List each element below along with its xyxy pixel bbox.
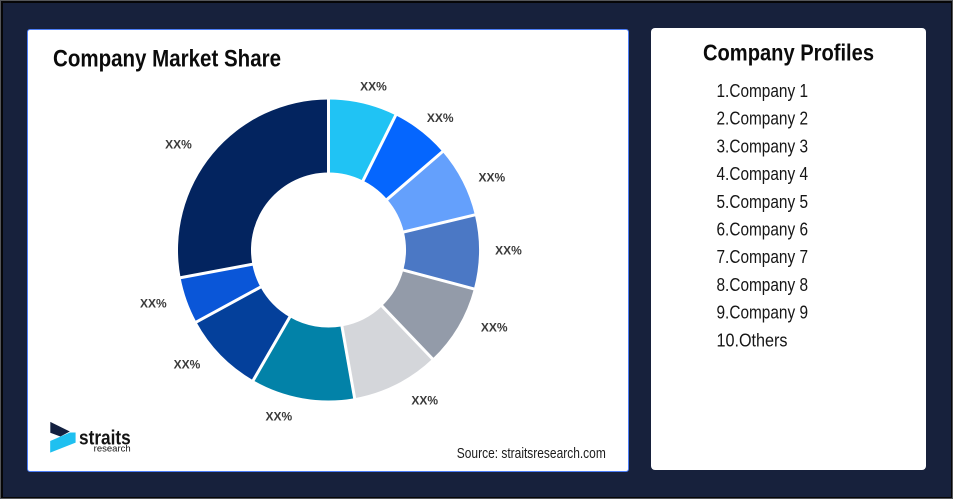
svg-text:XX%: XX% bbox=[360, 80, 387, 94]
svg-text:XX%: XX% bbox=[427, 111, 454, 125]
svg-text:XX%: XX% bbox=[481, 321, 508, 335]
svg-text:Company Profiles: Company Profiles bbox=[703, 39, 874, 65]
svg-text:research: research bbox=[94, 444, 131, 455]
svg-text:4.Company 4: 4.Company 4 bbox=[717, 164, 809, 184]
svg-text:Source: straitsresearch.com: Source: straitsresearch.com bbox=[457, 446, 606, 462]
svg-text:XX%: XX% bbox=[411, 394, 438, 408]
svg-text:2.Company 2: 2.Company 2 bbox=[717, 109, 809, 129]
svg-text:XX%: XX% bbox=[495, 244, 522, 258]
svg-text:XX%: XX% bbox=[265, 410, 292, 424]
svg-text:3.Company 3: 3.Company 3 bbox=[717, 136, 809, 156]
svg-text:1.Company 1: 1.Company 1 bbox=[717, 81, 809, 101]
svg-text:XX%: XX% bbox=[165, 138, 192, 152]
svg-text:XX%: XX% bbox=[478, 171, 505, 185]
svg-text:6.Company 6: 6.Company 6 bbox=[717, 220, 809, 240]
svg-text:Company Market Share: Company Market Share bbox=[53, 45, 281, 72]
svg-text:9.Company 9: 9.Company 9 bbox=[717, 303, 809, 323]
svg-text:straits: straits bbox=[79, 427, 131, 450]
svg-text:8.Company 8: 8.Company 8 bbox=[717, 275, 809, 295]
svg-text:XX%: XX% bbox=[140, 297, 167, 311]
svg-text:10.Others: 10.Others bbox=[717, 330, 788, 350]
svg-text:5.Company 5: 5.Company 5 bbox=[717, 192, 809, 212]
svg-text:XX%: XX% bbox=[174, 358, 201, 372]
svg-text:7.Company 7: 7.Company 7 bbox=[717, 247, 809, 267]
